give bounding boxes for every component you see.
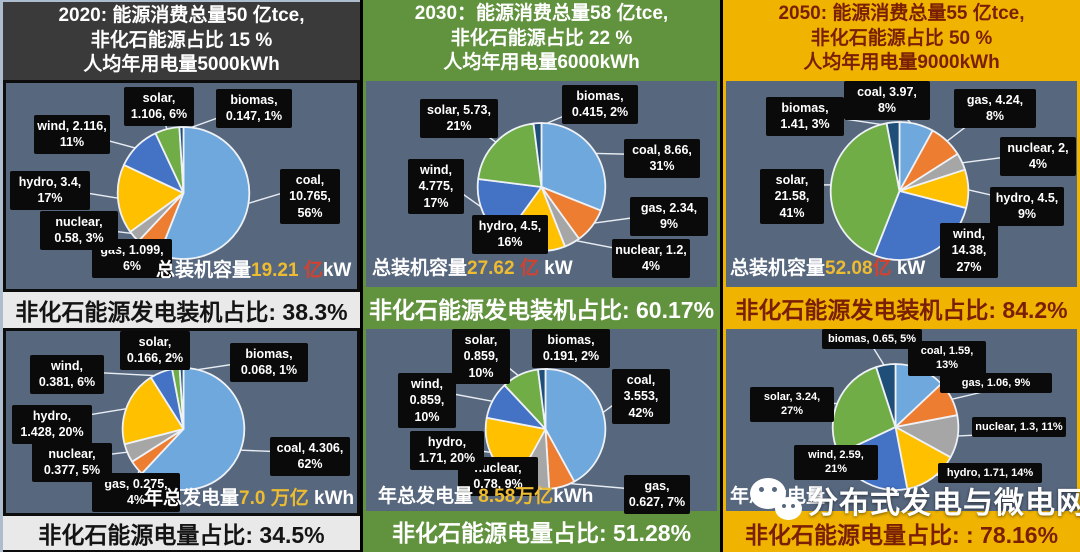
column-2030-header: 2030：能源消费总量58 亿tce, 非化石能源占比 22 % 人均年用电量6… (363, 0, 720, 78)
leader-line-coal (599, 384, 641, 416)
generation-total-caption-2030: 年总发电量 8.58万亿kWh (378, 486, 594, 507)
capacity-ratio-strip-2020: 非化石能源发电装机占比: 38.3% (3, 292, 360, 328)
leader-line-wind (426, 388, 497, 403)
leader-line-coal (244, 184, 310, 206)
generation-pie-2030 (426, 344, 657, 492)
pie-slice-biomas (885, 121, 901, 192)
leader-line-hydro (49, 186, 123, 200)
pie-slice-coal (158, 126, 251, 260)
pie-slice-hydro (894, 426, 952, 490)
generation-ratio-strip-2020: 非化石能源电量占比: 34.5% (3, 516, 360, 550)
pie-slice-coal (540, 122, 607, 212)
leader-line-hydro (964, 188, 1027, 204)
watermark-text: 分布式发电与微电网 (808, 487, 1080, 520)
leader-line-wind (66, 370, 163, 377)
column-2020: 2020: 能源消费总量50 亿tce, 非化石能源占比 15 % 人均年用电量… (0, 0, 360, 552)
capacity-pie-panel-2050: coal, 3.97, 8% gas, 4.24, 8% nuclear, 2, 4… (726, 81, 1077, 287)
capacity-ratio-strip-2030: 非化石能源发电装机占比: 60.17% (363, 290, 720, 326)
watermark: 分布式发电与微电网 (748, 476, 1080, 524)
leader-line-coal (236, 449, 310, 454)
generation-ratio-strip-2050: 非化石能源电量占比: : 78.16% (723, 514, 1080, 552)
header-line-1: 2020: 能源消费总量50 亿tce, (58, 4, 305, 26)
leader-line-hydro (51, 407, 131, 422)
column-2050-header: 2050: 能源消费总量55 亿tce, 非化石能源占比 50 % 人均年用电量… (723, 0, 1080, 78)
pie-slice-biomas (178, 126, 185, 194)
header-line-2: 非化石能源占比 22 % (450, 27, 633, 49)
pie-slice-coal (544, 368, 607, 483)
header-line-2: 非化石能源占比 50 % (810, 27, 993, 49)
leader-line-nuclear (953, 432, 1019, 437)
pie-slice-biomas (532, 122, 543, 188)
capacity-pie-panel-2030: coal, 8.66, 31% gas, 2.34, 9% nuclear, 1.2… (366, 81, 717, 287)
pie-slice-biomas (875, 363, 897, 428)
leader-line-gas (588, 212, 669, 225)
capacity-pie-panel-2020: coal, 10.765, 56% gas, 1.099, 6% nuclear, … (6, 83, 357, 289)
pie-slice-biomas (537, 368, 547, 430)
leader-line-solar (480, 344, 523, 379)
pie-slice-hydro (121, 376, 185, 446)
capacity-total-caption-2050: 总装机容量52.08亿 kW (730, 258, 926, 279)
column-2020-header: 2020: 能源消费总量50 亿tce, 非化石能源占比 15 % 人均年用电量… (3, 0, 360, 80)
leader-line-solar (458, 114, 500, 146)
header-line-2: 非化石能源占比 15 % (90, 29, 273, 51)
leader-line-coal (590, 152, 662, 156)
header-line-1: 2030：能源消费总量58 亿tce, (414, 2, 669, 24)
generation-ratio-strip-2030: 非化石能源电量占比: 51.28% (363, 514, 720, 548)
leader-line-nuclear (570, 238, 651, 256)
header-line-3: 人均年用电量5000kWh (83, 54, 280, 76)
pie-slice-solar (829, 122, 901, 257)
leader-line-gas (947, 388, 996, 401)
leader-line-gas (943, 104, 995, 145)
generation-pie-2020 (51, 346, 310, 491)
leader-line-nuclear (71, 450, 132, 460)
column-2050: 2050: 能源消费总量55 亿tce, 非化石能源占比 50 % 人均年用电量… (723, 0, 1080, 552)
header-line-3: 人均年用电量6000kWh (443, 52, 640, 74)
header-line-1: 2050: 能源消费总量55 亿tce, (778, 2, 1025, 24)
capacity-total-caption-2020: 总装机容量19.21 亿kW (156, 260, 352, 281)
leader-line-solar (791, 402, 842, 405)
wechat-icon (748, 476, 804, 524)
pie-slice-hydro (116, 163, 185, 233)
pie-slice-solar (477, 122, 543, 188)
header-line-3: 人均年用电量9000kWh (803, 52, 1000, 74)
generation-total-caption-2020: 年总发电量7.0 万亿 kWh (144, 488, 355, 509)
generation-pie-panel-2030: coal, 3.553, 42% gas, 0.627, 7% nuclear, 0… (366, 329, 717, 514)
leader-line-wind (71, 130, 140, 150)
column-2030: 2030：能源消费总量58 亿tce, 非化石能源占比 22 % 人均年用电量6… (363, 0, 720, 552)
capacity-ratio-strip-2050: 非化石能源发电装机占比: 84.2% (723, 290, 1080, 326)
capacity-total-caption-2030: 总装机容量27.62 亿 kW (372, 258, 573, 279)
leader-line-nuclear (958, 152, 1038, 165)
generation-pie-panel-2020: coal, 4.306, 62% gas, 0.275, 4% nuclear, 0… (6, 331, 357, 513)
